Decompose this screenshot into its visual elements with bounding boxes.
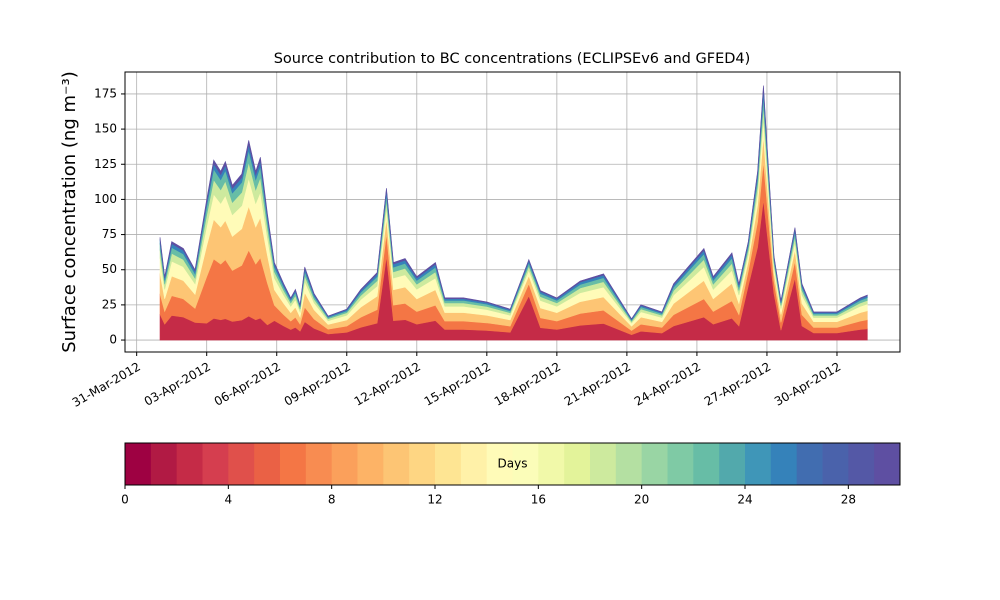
y-tick-label: 175 bbox=[94, 86, 117, 100]
colorbar-swatch bbox=[331, 443, 358, 485]
colorbar-swatch bbox=[590, 443, 617, 485]
x-tick-label: 12-Apr-2012 bbox=[352, 360, 423, 409]
colorbar-swatch bbox=[460, 443, 488, 485]
colorbar-swatch bbox=[615, 443, 643, 485]
colorbar-swatch bbox=[745, 443, 772, 485]
y-tick-label: 0 bbox=[109, 333, 117, 347]
x-tick-label: 30-Apr-2012 bbox=[772, 360, 843, 409]
x-tick-label: 15-Apr-2012 bbox=[422, 360, 493, 409]
colorbar-swatch bbox=[848, 443, 875, 485]
x-tick-label: 18-Apr-2012 bbox=[492, 360, 563, 409]
colorbar-swatch bbox=[486, 443, 513, 485]
colorbar-swatch bbox=[357, 443, 384, 485]
y-tick-label: 125 bbox=[94, 157, 117, 171]
colorbar-label: Days bbox=[498, 457, 528, 471]
area-band bbox=[159, 85, 868, 320]
colorbar-swatch bbox=[822, 443, 849, 485]
colorbar-swatch bbox=[409, 443, 436, 485]
colorbar-tick-label: 20 bbox=[634, 493, 649, 507]
x-tick-label: 31-Mar-2012 bbox=[70, 360, 143, 410]
x-tick-label: 24-Apr-2012 bbox=[632, 360, 703, 409]
areas bbox=[159, 85, 868, 341]
colorbar-swatch bbox=[202, 443, 229, 485]
x-tick-label: 27-Apr-2012 bbox=[702, 360, 773, 409]
y-tick-label: 150 bbox=[94, 122, 117, 136]
colorbar-tick-label: 4 bbox=[225, 493, 233, 507]
y-tick-label: 100 bbox=[94, 192, 117, 206]
colorbar-swatch bbox=[874, 443, 901, 485]
colorbar-tick-label: 12 bbox=[427, 493, 442, 507]
colorbar-tick-label: 24 bbox=[737, 493, 752, 507]
colorbar-swatch bbox=[564, 443, 591, 485]
x-tick-label: 09-Apr-2012 bbox=[282, 360, 353, 409]
colorbar-swatch bbox=[150, 443, 178, 485]
colorbar-swatch bbox=[512, 443, 539, 485]
colorbar-swatch bbox=[280, 443, 307, 485]
colorbar-tick-label: 8 bbox=[328, 493, 336, 507]
colorbar-swatch bbox=[796, 443, 823, 485]
colorbar-swatch bbox=[770, 443, 798, 485]
colorbar-frame bbox=[124, 442, 901, 486]
chart-title: Source contribution to BC concentrations… bbox=[274, 51, 751, 67]
y-tick-label: 25 bbox=[102, 297, 117, 311]
colorbar-tick-label: 28 bbox=[841, 493, 856, 507]
colorbar-swatch bbox=[693, 443, 720, 485]
y-tick-label: 50 bbox=[102, 262, 117, 276]
colorbar-tick-label: 16 bbox=[531, 493, 546, 507]
y-axis-label: Surface concentration (ng m⁻³) bbox=[59, 71, 80, 353]
plot-frame bbox=[124, 71, 901, 353]
colorbar-swatch bbox=[641, 443, 668, 485]
colorbar-swatch bbox=[228, 443, 255, 485]
y-tick-label: 75 bbox=[102, 227, 117, 241]
colorbar-swatch bbox=[254, 443, 281, 485]
colorbar-swatch bbox=[667, 443, 694, 485]
colorbar-swatch bbox=[538, 443, 565, 485]
x-tick-label: 21-Apr-2012 bbox=[562, 360, 633, 409]
x-tick-label: 06-Apr-2012 bbox=[212, 360, 283, 409]
colorbar-swatch bbox=[383, 443, 410, 485]
colorbar-swatch bbox=[125, 443, 152, 485]
colorbar-swatch bbox=[435, 443, 462, 485]
x-tick-label: 03-Apr-2012 bbox=[142, 360, 213, 409]
colorbar-swatch bbox=[719, 443, 746, 485]
colorbar-swatch bbox=[176, 443, 203, 485]
colorbar-swatch bbox=[305, 443, 333, 485]
colorbar-tick-label: 0 bbox=[121, 493, 129, 507]
